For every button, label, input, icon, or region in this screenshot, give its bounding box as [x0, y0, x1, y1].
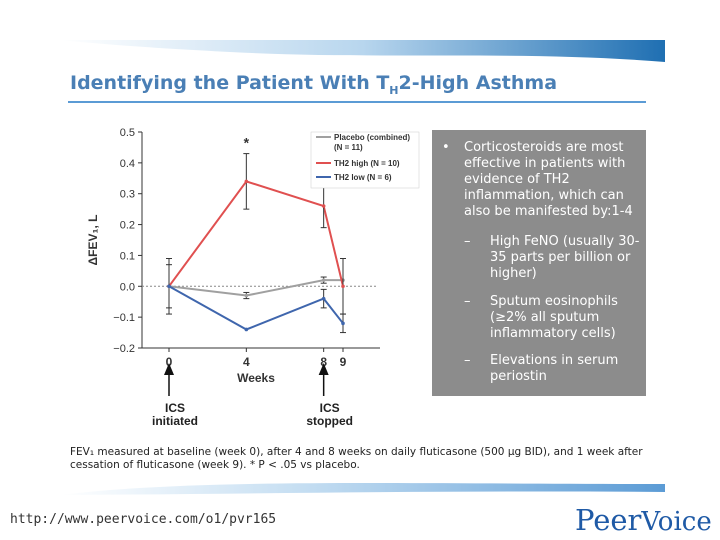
data-point [244, 327, 249, 332]
info-panel: • Corticosteroids are most effective in … [432, 130, 646, 396]
x-tick-label: 0 [166, 355, 173, 369]
panel-bullet: • [442, 140, 450, 155]
data-point [321, 296, 326, 301]
annotation-line: ICS [165, 401, 185, 415]
annotation-line: ICS [320, 401, 340, 415]
x-tick-label: 9 [340, 355, 347, 369]
figure-caption: FEV₁ measured at baseline (week 0), afte… [70, 446, 643, 471]
data-point [167, 284, 171, 289]
data-point [321, 204, 326, 208]
top-band [60, 40, 665, 62]
logo-left: Peer [575, 503, 642, 537]
panel-item-text: High FeNO (usually 30-35 parts per billi… [490, 234, 640, 281]
bottom-band [60, 482, 665, 495]
legend-n: (N = 11) [334, 143, 363, 152]
y-axis-label: ΔFEV₁, L [86, 215, 100, 266]
panel-item-text: Sputum eosinophils (≥2% all sputum infla… [490, 294, 618, 341]
panel-item-dash: – [464, 353, 471, 368]
panel-main-text: Corticosteroids are most effective in pa… [464, 140, 633, 219]
x-tick-label: 4 [243, 355, 250, 369]
data-point [244, 293, 249, 298]
annotation-line: stopped [306, 414, 353, 428]
data-point [341, 321, 345, 326]
annotation-ics-stopped: ICS stopped [306, 401, 353, 428]
legend-box [310, 131, 420, 189]
logo-right: Voice [641, 507, 712, 537]
legend-label: TH2 low (N = 6) [334, 173, 392, 182]
y-tick-label: 0.4 [120, 158, 135, 170]
y-tick-label: 0.3 [120, 189, 135, 201]
y-tick-label: 0.1 [120, 250, 135, 262]
y-tick-label: −0.1 [113, 312, 135, 324]
y-tick-label: 0.0 [120, 281, 135, 293]
significance-marker: * [244, 135, 250, 151]
data-point [244, 179, 249, 184]
peervoice-logo: PeerVoice [575, 503, 712, 537]
y-tick-label: −0.2 [113, 343, 135, 355]
source-url[interactable]: http://www.peervoice.com/o1/pvr165 [10, 512, 277, 527]
title-rule [68, 101, 646, 103]
x-axis-label: Weeks [237, 371, 275, 385]
series-line [168, 180, 344, 287]
annotation-line: initiated [152, 414, 198, 428]
data-point [321, 278, 326, 282]
panel-item-text: Elevations in serum periostin [490, 353, 619, 384]
series-line [168, 279, 343, 297]
legend-label: TH2 high (N = 10) [334, 159, 400, 168]
annotation-arrow-head [164, 363, 174, 375]
y-tick-label: 0.5 [120, 127, 135, 139]
data-point [341, 284, 345, 289]
y-tick-label: 0.2 [120, 220, 135, 232]
page-title: Identifying the Patient With TH2-High As… [70, 72, 558, 97]
legend-label: Placebo (combined) [334, 133, 410, 142]
annotation-arrow-head [318, 363, 329, 375]
panel-item-dash: – [464, 294, 471, 309]
x-tick-label: 8 [320, 355, 327, 369]
panel-item-dash: – [464, 234, 471, 249]
series-line [168, 285, 344, 331]
annotation-ics-initiated: ICS initiated [152, 401, 198, 428]
